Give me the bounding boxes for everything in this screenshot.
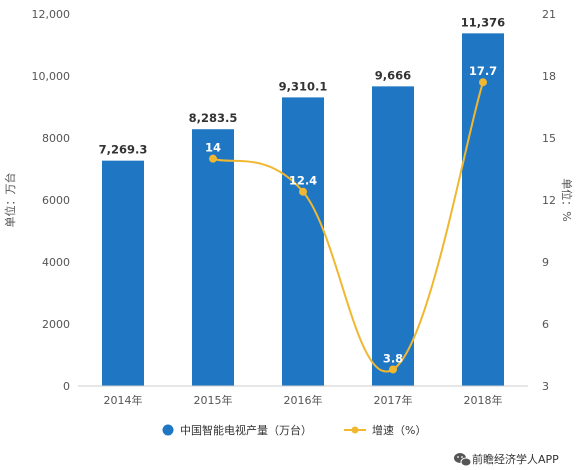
growth-value-label: 12.4 <box>289 174 317 188</box>
x-tick-label: 2017年 <box>374 393 413 407</box>
right-tick-label: 9 <box>542 256 549 269</box>
x-tick-label: 2016年 <box>284 393 323 407</box>
legend: 中国智能电视产量（万台） 增速（%） <box>162 423 426 437</box>
x-tick-label: 2014年 <box>104 393 143 407</box>
x-tick-label: 2015年 <box>194 393 233 407</box>
source-text: 前瞻经济学人APP <box>472 452 559 466</box>
bar <box>462 33 504 387</box>
left-tick-label: 10,000 <box>32 70 71 83</box>
right-axis-ticks: 3 6 9 12 15 18 21 <box>542 8 556 393</box>
growth-value-label: 17.7 <box>469 64 497 78</box>
legend-bar-marker <box>162 424 174 436</box>
growth-value-label: 3.8 <box>383 351 403 365</box>
legend-line-marker-dot <box>351 426 359 434</box>
bar-value-label: 11,376 <box>461 15 505 29</box>
wechat-icon <box>454 453 472 467</box>
right-tick-label: 3 <box>542 380 549 393</box>
bar <box>192 129 234 387</box>
left-tick-label: 2000 <box>42 318 70 331</box>
bar-value-label: 9,310.1 <box>279 79 328 93</box>
growth-point <box>389 365 397 374</box>
right-tick-label: 15 <box>542 132 556 145</box>
legend-bar-label: 中国智能电视产量（万台） <box>180 423 312 437</box>
x-axis-ticks: 2014年 2015年 2016年 2017年 2018年 <box>104 393 503 407</box>
bar <box>372 86 414 386</box>
left-axis-ticks: 0 2000 4000 6000 8000 10,000 12,000 <box>32 8 71 393</box>
right-tick-label: 6 <box>542 318 549 331</box>
left-axis-title: 单位：万台 <box>3 173 17 228</box>
right-tick-label: 12 <box>542 194 556 207</box>
right-tick-label: 18 <box>542 70 556 83</box>
left-tick-label: 8000 <box>42 132 70 145</box>
bar-value-label: 9,666 <box>375 68 411 82</box>
growth-point <box>209 154 217 163</box>
right-axis-title: 单位：% <box>560 178 574 221</box>
bar <box>102 160 144 386</box>
x-tick-label: 2018年 <box>464 393 503 407</box>
source: 前瞻经济学人APP <box>454 452 559 467</box>
line-series <box>209 78 487 374</box>
bar <box>282 97 324 386</box>
line-labels: 14 12.4 3.8 17.7 <box>205 64 497 365</box>
left-tick-label: 0 <box>63 380 70 393</box>
growth-point <box>299 187 307 196</box>
bar-labels: 7,269.3 8,283.5 9,310.1 9,666 11,376 <box>99 15 506 156</box>
legend-line-label: 增速（%） <box>372 423 426 437</box>
growth-line <box>212 81 484 373</box>
growth-point <box>479 78 487 87</box>
left-tick-label: 12,000 <box>32 8 71 21</box>
bar-value-label: 7,269.3 <box>99 143 148 157</box>
right-tick-label: 21 <box>542 8 556 21</box>
bar-series <box>102 33 504 387</box>
growth-value-label: 14 <box>205 141 221 155</box>
left-tick-label: 6000 <box>42 194 70 207</box>
bar-value-label: 8,283.5 <box>189 111 238 125</box>
left-tick-label: 4000 <box>42 256 70 269</box>
